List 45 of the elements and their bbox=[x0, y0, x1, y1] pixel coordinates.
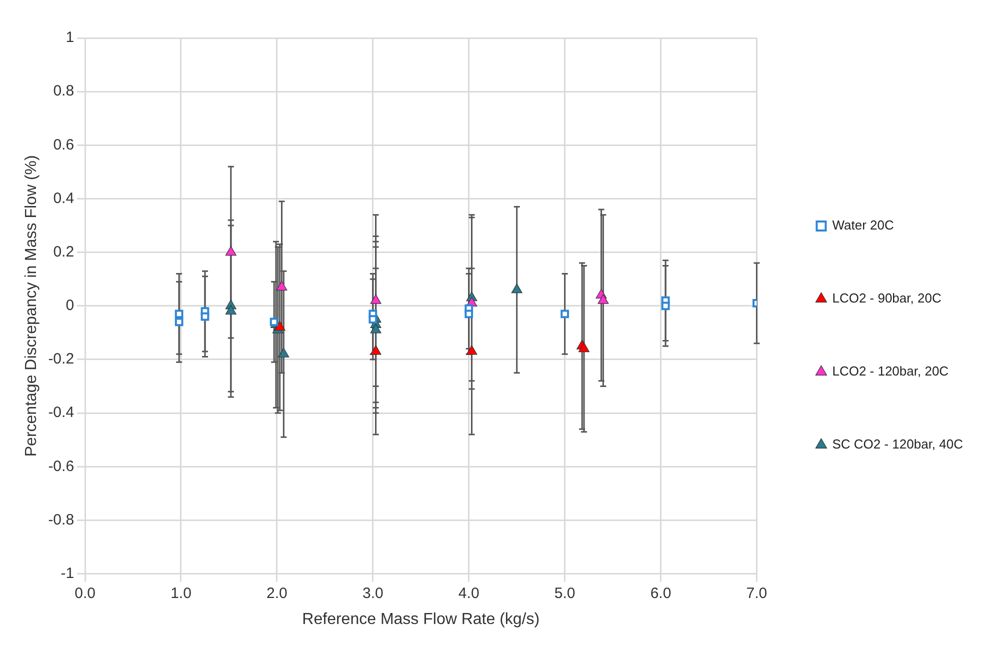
y-tick-label: 0.2 bbox=[53, 243, 74, 260]
legend-label: SC CO2 - 120bar, 40C bbox=[832, 436, 964, 452]
x-axis-title: Reference Mass Flow Rate (kg/s) bbox=[302, 610, 540, 628]
point bbox=[511, 284, 522, 294]
y-tick-label: 1 bbox=[66, 29, 74, 46]
point bbox=[598, 294, 609, 304]
point bbox=[274, 321, 286, 331]
y-axis-title: Percentage Discrepancy in Mass Flow (%) bbox=[23, 155, 40, 457]
point bbox=[370, 345, 382, 355]
point bbox=[560, 310, 569, 318]
x-tick-label: 3.0 bbox=[362, 584, 384, 602]
legend-label: LCO2 - 90bar, 20C bbox=[832, 290, 942, 306]
y-tick-label: -1 bbox=[60, 564, 74, 582]
y-tick-label: -0.8 bbox=[48, 511, 74, 528]
x-tick-label: 7.0 bbox=[746, 584, 768, 602]
y-tick-label: -0.6 bbox=[48, 458, 74, 475]
y-tick-label: -0.4 bbox=[48, 404, 74, 422]
x-tick-label: 6.0 bbox=[650, 584, 672, 602]
point bbox=[276, 280, 288, 290]
point bbox=[578, 342, 590, 352]
point bbox=[370, 294, 382, 304]
x-tick-label: 1.0 bbox=[170, 584, 192, 602]
point bbox=[200, 312, 210, 321]
y-tick-label: 0 bbox=[66, 297, 74, 314]
y-tick-label: 0.4 bbox=[53, 190, 74, 207]
x-tick-label: 0.0 bbox=[74, 584, 96, 602]
x-tick-label: 2.0 bbox=[266, 584, 288, 602]
legend-label: LCO2 - 120bar, 20C bbox=[832, 364, 949, 379]
point bbox=[270, 318, 278, 326]
y-tick-label: 0.8 bbox=[53, 82, 74, 100]
point bbox=[225, 246, 236, 256]
legend-label: Water 20C bbox=[832, 218, 894, 233]
point bbox=[370, 324, 382, 334]
point bbox=[464, 310, 474, 318]
x-tick-label: 4.0 bbox=[458, 584, 480, 602]
point bbox=[661, 302, 670, 310]
x-tick-label: 5.0 bbox=[554, 584, 576, 602]
point bbox=[368, 315, 378, 324]
y-tick-label: -0.2 bbox=[48, 350, 74, 368]
point bbox=[466, 345, 478, 355]
point bbox=[278, 348, 290, 358]
point bbox=[174, 318, 184, 326]
point bbox=[174, 310, 184, 318]
point bbox=[225, 304, 236, 315]
y-tick-label: 0.6 bbox=[53, 136, 74, 154]
